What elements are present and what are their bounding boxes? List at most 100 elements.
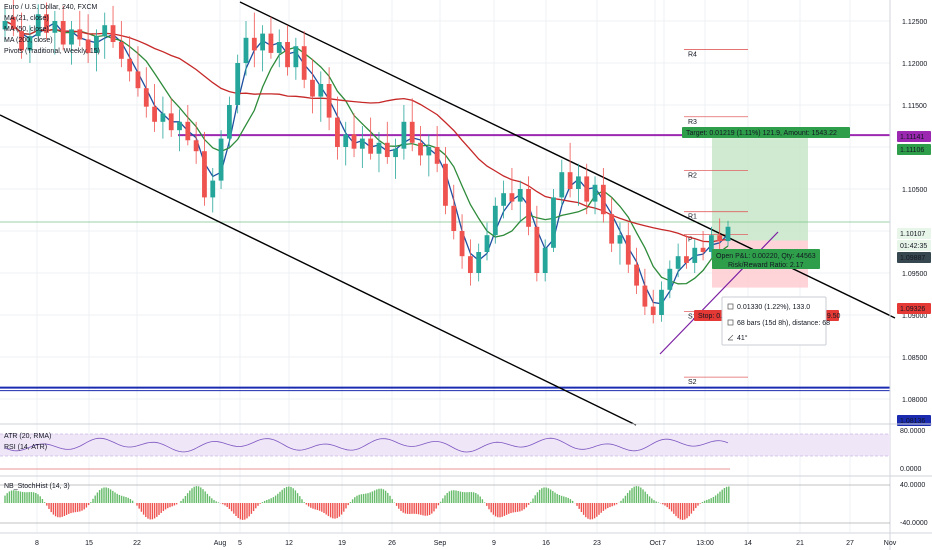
candle-body [634, 264, 639, 286]
candle-body [85, 39, 91, 53]
candle-body [27, 36, 33, 51]
candle-body [609, 214, 615, 244]
candle-body [418, 142, 423, 156]
candle-body [576, 176, 581, 189]
price-label-box-purple [897, 131, 931, 142]
measure-price-icon [727, 303, 734, 310]
pivot-label-s2: S2 [688, 379, 697, 386]
candle-body [426, 147, 432, 156]
candle-body [401, 121, 407, 149]
candle-body [193, 140, 199, 152]
y-tick-label: 1.11500 [902, 103, 927, 110]
candle-body [318, 84, 324, 97]
candle-body [517, 189, 523, 202]
pivot-label-r2: R2 [688, 173, 697, 180]
target-zone [712, 138, 808, 241]
candle-body [368, 138, 374, 154]
legend-pivots: Pivots (Traditional, Weekly, 15) [4, 48, 100, 55]
x-tick-label: 22 [133, 540, 141, 547]
measure-bars-icon [727, 319, 734, 326]
candle-body [202, 151, 207, 198]
price-label-purple: 1.11141 [900, 134, 924, 141]
x-tick-label: Aug [214, 540, 227, 547]
candle-body [310, 79, 315, 97]
x-tick-label: 26 [388, 540, 396, 547]
candle-body [492, 205, 498, 236]
candle-body [301, 46, 307, 80]
candle-body [118, 42, 124, 59]
legend: Euro / U.S. Dollar, 240, FXCM MA (21, clo… [4, 4, 100, 55]
moving-averages [4, 20, 729, 305]
legend-symbol: Euro / U.S. Dollar, 240, FXCM [4, 4, 98, 11]
candle-body [700, 247, 706, 252]
x-tick-label: 23 [593, 540, 601, 547]
x-tick-label: 5 [238, 540, 242, 547]
legend-ma50: MA (50, close) [4, 26, 49, 33]
candle-body [459, 231, 465, 257]
candle-body [509, 193, 515, 202]
candle-body [542, 247, 548, 273]
x-tick-label: 19 [338, 540, 346, 547]
x-tick-label: 12 [285, 540, 293, 547]
price-label-timer: 01:42:35 [900, 243, 927, 250]
y-tick-label: 1.12500 [902, 19, 927, 26]
price-label-green: 1.11106 [900, 147, 924, 154]
candle-body [684, 256, 689, 263]
candle-body [127, 58, 133, 72]
candle-body [235, 63, 241, 105]
price-label-box-timer [897, 240, 931, 251]
atr-tick-bottom: 0.0000 [900, 466, 922, 473]
candle-body [326, 84, 332, 118]
candle-body [592, 184, 598, 202]
candle-body [717, 235, 723, 242]
pivot-label-p: P [688, 236, 693, 243]
candle-body [567, 172, 573, 189]
stoch-label: NB_StochHist (14, 3) [4, 483, 70, 490]
x-tick-label: 7 [662, 540, 666, 547]
y-tick-label: 1.12000 [902, 61, 927, 68]
price-label-box-dark [897, 252, 931, 263]
price-label-green-outline: 1.10107 [900, 231, 925, 238]
price-label-blue: 1.08136 [900, 418, 925, 425]
candle-body [584, 176, 590, 202]
measure-line-1: 0.01330 (1.22%), 133.0 [737, 304, 810, 311]
candle-body [393, 148, 398, 158]
candle-body [143, 88, 149, 107]
pivot-label-s1: S1 [688, 314, 697, 321]
candle-body [168, 113, 174, 131]
candle-body [226, 105, 232, 139]
x-tick-label: 9 [492, 540, 496, 547]
candle-body [467, 256, 473, 273]
pivot-label-r1: R1 [688, 214, 697, 221]
candle-body [667, 268, 673, 290]
x-tick-label: 15 [85, 540, 93, 547]
indicator-panes: ATR (20, RMA) RSI (14, ATR) 80.0000 0.0000 N… [0, 423, 932, 527]
legend-ma21: MA (21, close) [4, 15, 49, 22]
measure-angle-icon [727, 334, 734, 341]
x-tick-label: 8 [35, 540, 39, 547]
price-label-box-blue [897, 415, 931, 426]
risk-reward-label: Risk/Reward Ratio: 2.17 [728, 262, 804, 269]
channel-lower-line[interactable] [0, 114, 637, 426]
candle-body [52, 21, 58, 33]
measure-line-2: 68 bars (15d 8h), distance: 68 [737, 320, 830, 327]
candle-body [177, 121, 182, 131]
candle-body [110, 25, 116, 42]
candle-body [351, 134, 357, 149]
candle-body [185, 121, 191, 141]
price-label-box-red [897, 303, 931, 314]
candle-body [77, 29, 83, 40]
stoch-tick-top: 40.0000 [900, 482, 925, 489]
x-tick-label: 21 [796, 540, 804, 547]
candle-body [44, 14, 49, 33]
candle-body [526, 189, 531, 227]
candle-body [10, 16, 16, 30]
candle-body [243, 37, 249, 63]
candle-body [210, 180, 216, 198]
ma200-line [4, 20, 729, 243]
time-axis: 8 15 22 Aug 5 12 19 26 Sep 9 16 23 Oct 7 13:00 14 21 27 No… [0, 532, 932, 547]
candle-body [642, 285, 648, 307]
measure-line-3: 41° [737, 334, 748, 342]
price-label-dark: 1.09887 [900, 255, 925, 262]
